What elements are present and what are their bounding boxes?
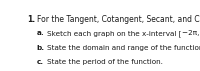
Text: 1.: 1. [27, 15, 35, 24]
Text: State the period of the function.: State the period of the function. [47, 59, 163, 65]
Text: a.: a. [37, 30, 44, 36]
Text: State the domain and range of the function.: State the domain and range of the functi… [47, 45, 200, 51]
Text: c.: c. [37, 59, 44, 65]
Text: Sketch each graph on the x-interval [: Sketch each graph on the x-interval [ [47, 30, 182, 37]
Text: b.: b. [37, 45, 45, 51]
Text: −2π, 2π: −2π, 2π [182, 30, 200, 36]
Text: For the Tangent, Cotangent, Secant, and Cosecant:: For the Tangent, Cotangent, Secant, and … [37, 15, 200, 24]
